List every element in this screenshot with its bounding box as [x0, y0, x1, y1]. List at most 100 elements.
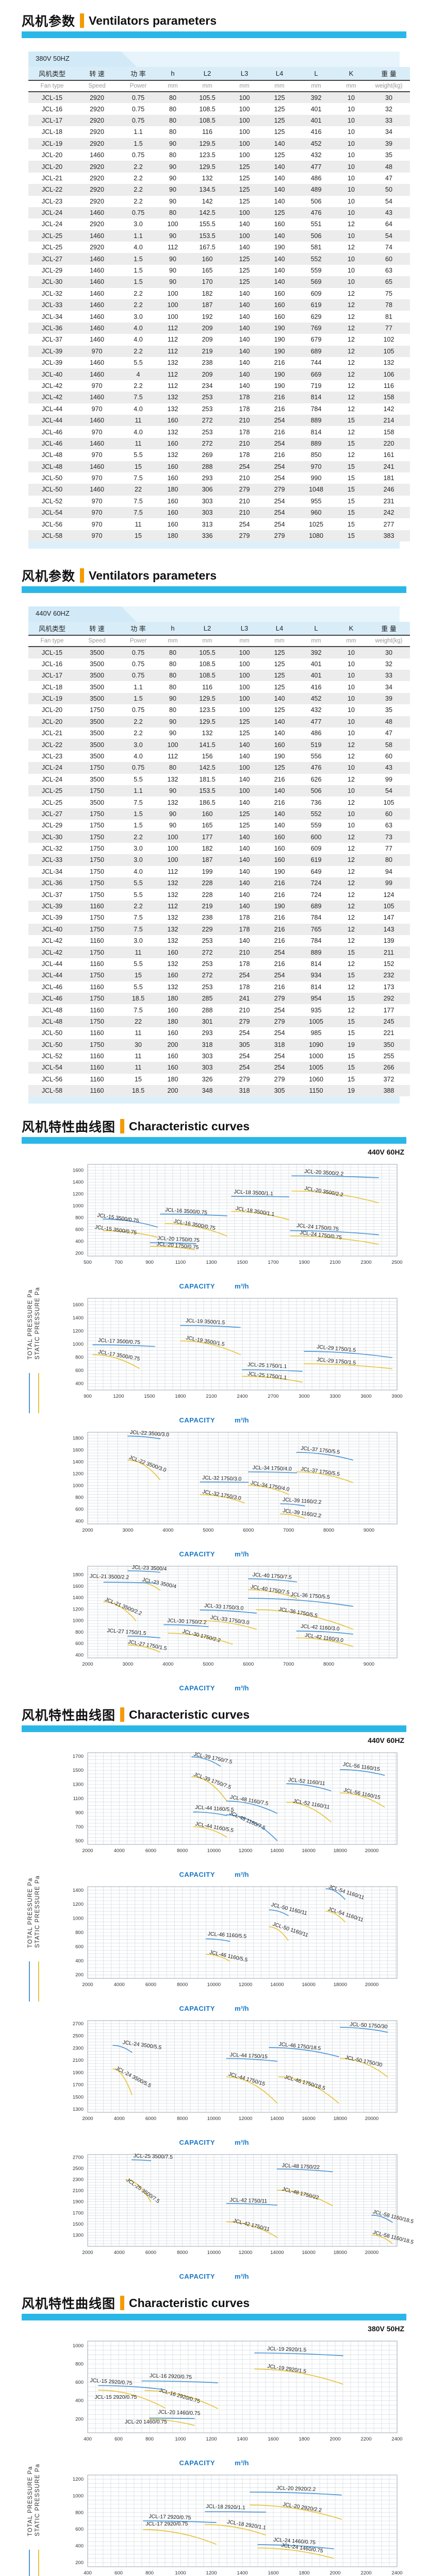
total-pressure-legend-line — [29, 1961, 30, 2002]
table-cell: JCL-16 — [41, 105, 63, 113]
table-cell: JCL-30 — [41, 833, 63, 841]
table-cell: 132 — [167, 879, 178, 887]
x-tick-label: 18000 — [334, 2116, 347, 2122]
capacity-axis-label: CAPACITY m³/h — [0, 2005, 428, 2012]
table-row: JCL-42 1750 11 160 272 210 254 889 15 211 — [28, 946, 410, 958]
table-cell: 100 — [239, 94, 250, 101]
table-cell: JCL-15 — [41, 94, 63, 101]
chart-block: 900 1200 1500 1800 2100 2400 2700 3000 3300 3600 3… — [0, 1295, 428, 1424]
table-cell: 132 — [383, 359, 394, 367]
table-cell: 80 — [169, 764, 176, 772]
table-cell: 140 — [239, 903, 250, 910]
table-cell: JCL-27 — [41, 255, 63, 263]
table-cell: 140 — [239, 325, 250, 332]
table-cell: 253 — [202, 960, 213, 968]
table-cell: 254 — [239, 1053, 250, 1060]
y-tick-label: 2500 — [73, 2033, 84, 2039]
table-cell: 116 — [384, 382, 394, 389]
x-tick-label: 12000 — [239, 1848, 252, 1854]
y-tick-label: 2700 — [73, 2155, 84, 2161]
table-cell: 140 — [239, 336, 250, 344]
curve-total-pressure — [231, 1196, 289, 1198]
table-cell: 167.5 — [199, 244, 216, 251]
x-tick-label: 1600 — [268, 2570, 278, 2576]
x-tick-label: 4000 — [114, 1848, 125, 1854]
y-tick-label: 600 — [75, 1507, 84, 1513]
y-tick-label: 1700 — [73, 2211, 84, 2216]
table-cell: 303 — [202, 1053, 213, 1060]
table-cell: 10 — [348, 649, 355, 656]
table-cell: 108.5 — [199, 672, 216, 680]
curve-label: JCL-20 2920/2.2 — [283, 2502, 322, 2514]
table-cell: 30 — [385, 649, 392, 656]
column-header-cn: K — [335, 67, 368, 81]
static-pressure-axis-label: STATIC PRESSURE Pa — [35, 2464, 41, 2537]
static-pressure-legend-line — [38, 1961, 39, 2002]
x-tick-label: 800 — [145, 2436, 154, 2442]
x-tick-label: 20000 — [365, 1848, 378, 1854]
curve-total-pressure — [226, 2058, 278, 2062]
table-cell: JCL-27 — [41, 810, 63, 818]
table-cell: 551 — [310, 221, 322, 228]
table-cell: 90 — [169, 163, 176, 171]
table-row: JCL-17 2920 0.75 80 108.5 100 125 401 10 33 — [28, 114, 410, 127]
table-cell: 559 — [310, 267, 322, 275]
table-cell: JCL-48 — [41, 451, 63, 459]
table-cell: JCL-25 — [41, 244, 63, 251]
curve-static-pressure — [125, 2179, 152, 2203]
table-cell: 100 — [239, 694, 250, 702]
table-cell: JCL-20 — [41, 706, 63, 714]
table-cell: 254 — [239, 520, 250, 528]
table-cell: 161 — [383, 451, 394, 459]
table-cell: 0.75 — [131, 764, 145, 772]
curve-total-pressure — [226, 2203, 278, 2206]
table-cell: 140 — [239, 775, 250, 783]
table-cell: 140 — [239, 382, 250, 389]
table-cell: 140 — [274, 232, 285, 240]
table-cell: 3.0 — [134, 741, 143, 749]
curve-label: JCL-22 3500/3.0 — [130, 1430, 170, 1438]
y-tick-label: 700 — [75, 1824, 84, 1830]
table-cell: 1048 — [309, 486, 323, 494]
table-cell: JCL-52 — [41, 1053, 63, 1060]
table-cell: 2.2 — [134, 174, 143, 182]
table-cell: 935 — [310, 1006, 322, 1014]
curve-total-pressure — [205, 1938, 231, 1942]
chart-block: 2000 4000 6000 8000 10000 12000 14000 16000 1800… — [0, 1750, 428, 1878]
curve-total-pressure — [149, 2418, 195, 2419]
table-row: JCL-42 1460 7.5 132 253 178 216 814 12 158 — [28, 392, 410, 403]
section-title-en: Ventilators parameters — [89, 13, 217, 27]
curve-label: JCL-34 1750/4.0 — [250, 1481, 290, 1493]
table-cell: 486 — [310, 730, 322, 737]
x-tick-label: 3900 — [391, 1394, 402, 1399]
curve-label: JCL-48 1160/7.5 — [228, 1810, 267, 1832]
y-tick-label: 1200 — [73, 2477, 84, 2483]
table-cell: 140 — [239, 845, 250, 853]
table-cell: 158 — [383, 394, 394, 401]
table-cell: 90 — [169, 694, 176, 702]
table-cell: 35 — [385, 706, 392, 714]
table-cell: 33 — [385, 116, 392, 124]
table-cell: 160 — [167, 1006, 178, 1014]
y-tick-label: 1400 — [73, 1180, 84, 1185]
table-cell: 100 — [167, 845, 178, 853]
table-cell: 94 — [385, 868, 392, 875]
curve-total-pressure — [103, 1218, 158, 1228]
table-cell: 216 — [274, 359, 285, 367]
table-cell: 140 — [239, 301, 250, 309]
table-cell: 190 — [274, 370, 285, 378]
table-cell: 5.5 — [134, 879, 143, 887]
table-cell: JCL-24 — [41, 775, 63, 783]
table-cell: 253 — [202, 937, 213, 945]
table-row: JCL-44 1160 5.5 132 253 178 216 814 12 152 — [28, 958, 410, 970]
curve-label: JCL-42 1750/11 — [233, 2218, 270, 2233]
x-tick-label: 2000 — [330, 2570, 340, 2576]
table-cell: 140 — [239, 752, 250, 760]
table-cell: 0.75 — [131, 672, 145, 680]
table-cell: 719 — [310, 382, 322, 389]
table-cell: 100 — [167, 221, 178, 228]
y-tick-label: 1400 — [73, 1596, 84, 1601]
table-cell: 34 — [385, 683, 392, 691]
capacity-word: CAPACITY — [179, 1871, 216, 1879]
table-cell: 12 — [348, 325, 355, 332]
